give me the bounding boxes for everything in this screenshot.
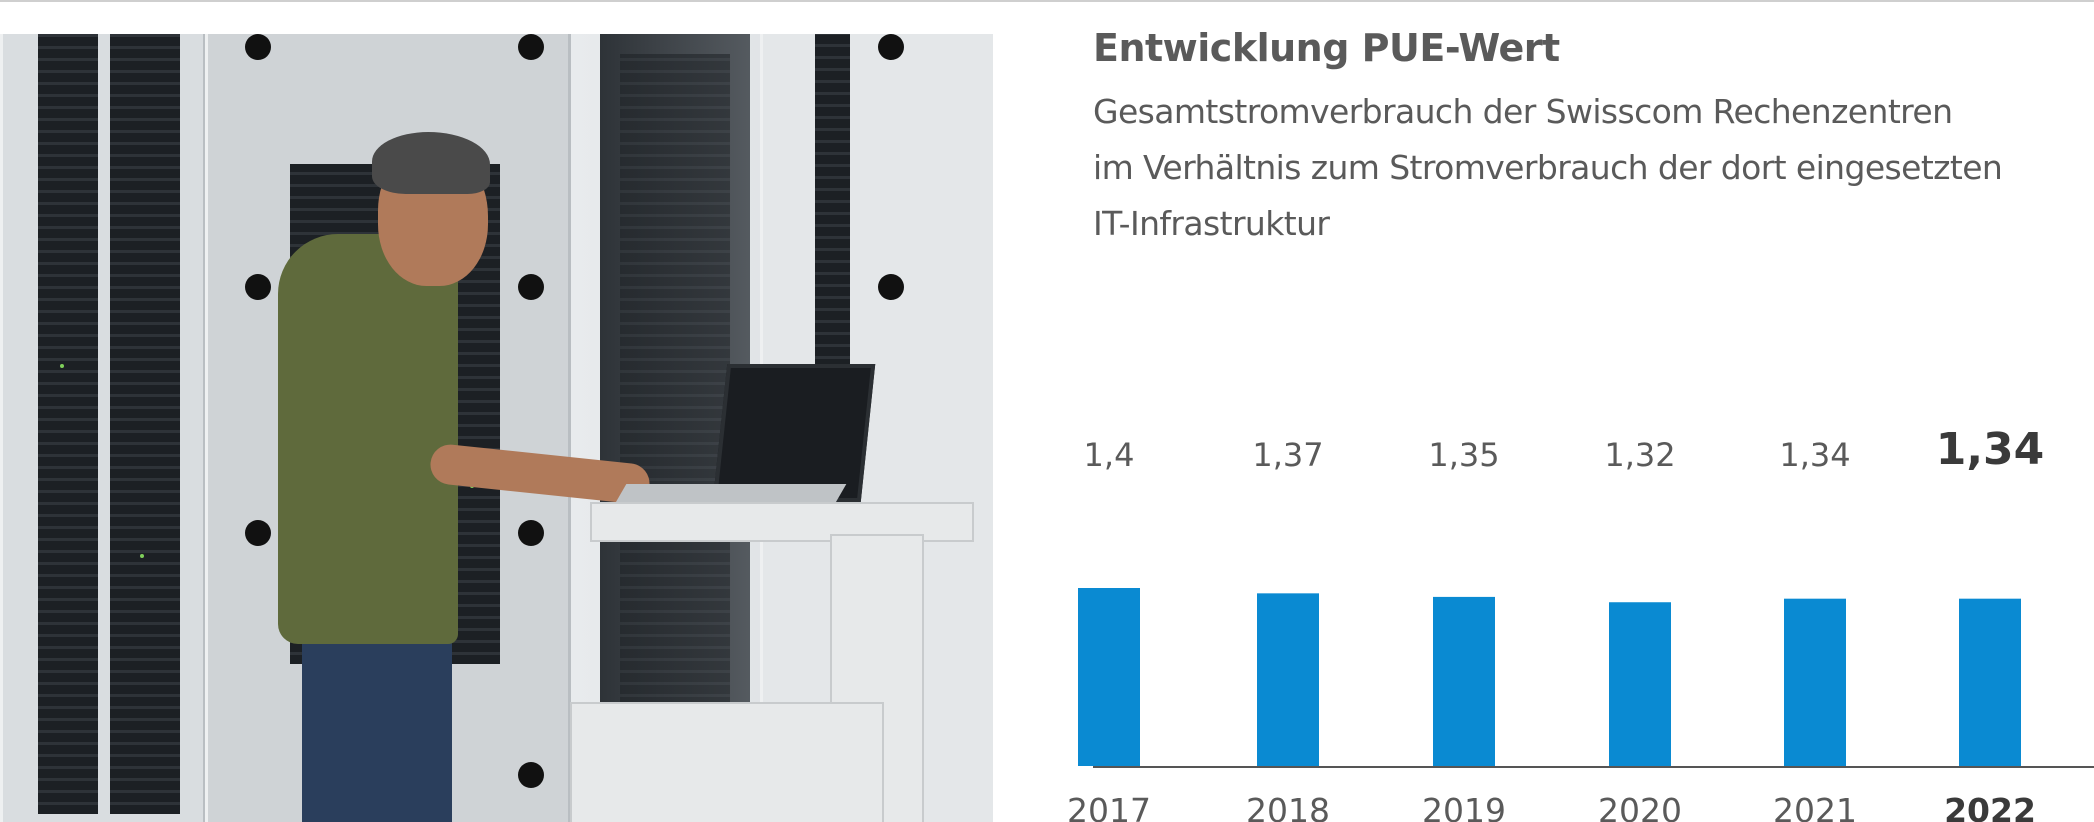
bar-2017 (1078, 588, 1140, 766)
x-tick-label-2018: 2018 (1246, 791, 1330, 822)
value-label-2018: 1,37 (1252, 436, 1323, 474)
chart-subtitle-line: Gesamtstromverbrauch der Swisscom Rechen… (1093, 92, 1953, 131)
rack-led (140, 554, 144, 558)
rack-mount-hole (245, 520, 271, 546)
server-rack-panel (38, 34, 98, 814)
chart-title: Entwicklung PUE-Wert (1093, 26, 1560, 70)
bar-2022 (1959, 598, 2021, 766)
rack-mount-hole (245, 274, 271, 300)
bar-2021 (1784, 598, 1846, 766)
rack-mount-hole (878, 34, 904, 60)
chart-subtitle: Gesamtstromverbrauch der Swisscom Rechen… (1093, 84, 2083, 252)
bar-2018 (1257, 593, 1319, 766)
value-label-2020: 1,32 (1604, 436, 1675, 474)
rack-mount-hole (518, 274, 544, 300)
rack-mount-hole (518, 762, 544, 788)
chart-subtitle-line: im Verhältnis zum Stromverbrauch der dor… (1093, 148, 2003, 187)
person-shirt (278, 234, 458, 644)
rack-mount-hole (245, 34, 271, 60)
x-tick-label-2020: 2020 (1598, 791, 1682, 822)
cart-shelf (570, 702, 884, 822)
server-rack-panel (110, 34, 180, 814)
x-tick-label-2019: 2019 (1422, 791, 1506, 822)
value-label-2022: 1,34 (1936, 424, 2045, 475)
person-jeans (302, 634, 452, 822)
bar-2019 (1433, 596, 1495, 766)
rack-mount-hole (518, 520, 544, 546)
server-rack-panel (620, 54, 730, 754)
value-label-2019: 1,35 (1428, 436, 1499, 474)
top-rule (0, 0, 2094, 2)
value-label-2017: 1,4 (1084, 436, 1135, 474)
rack-led (60, 364, 64, 368)
x-tick-label-2022: 2022 (1944, 791, 2036, 822)
chart-subtitle-line: IT-Infrastruktur (1093, 204, 1330, 243)
rack-mount-hole (518, 34, 544, 60)
value-label-2021: 1,34 (1779, 436, 1850, 474)
rack-mount-hole (878, 274, 904, 300)
person-hair (372, 132, 490, 194)
photo-datacenter-technician (0, 34, 993, 822)
x-tick-label-2017: 2017 (1067, 791, 1151, 822)
x-tick-label-2021: 2021 (1773, 791, 1857, 822)
bar-2020 (1609, 602, 1671, 766)
